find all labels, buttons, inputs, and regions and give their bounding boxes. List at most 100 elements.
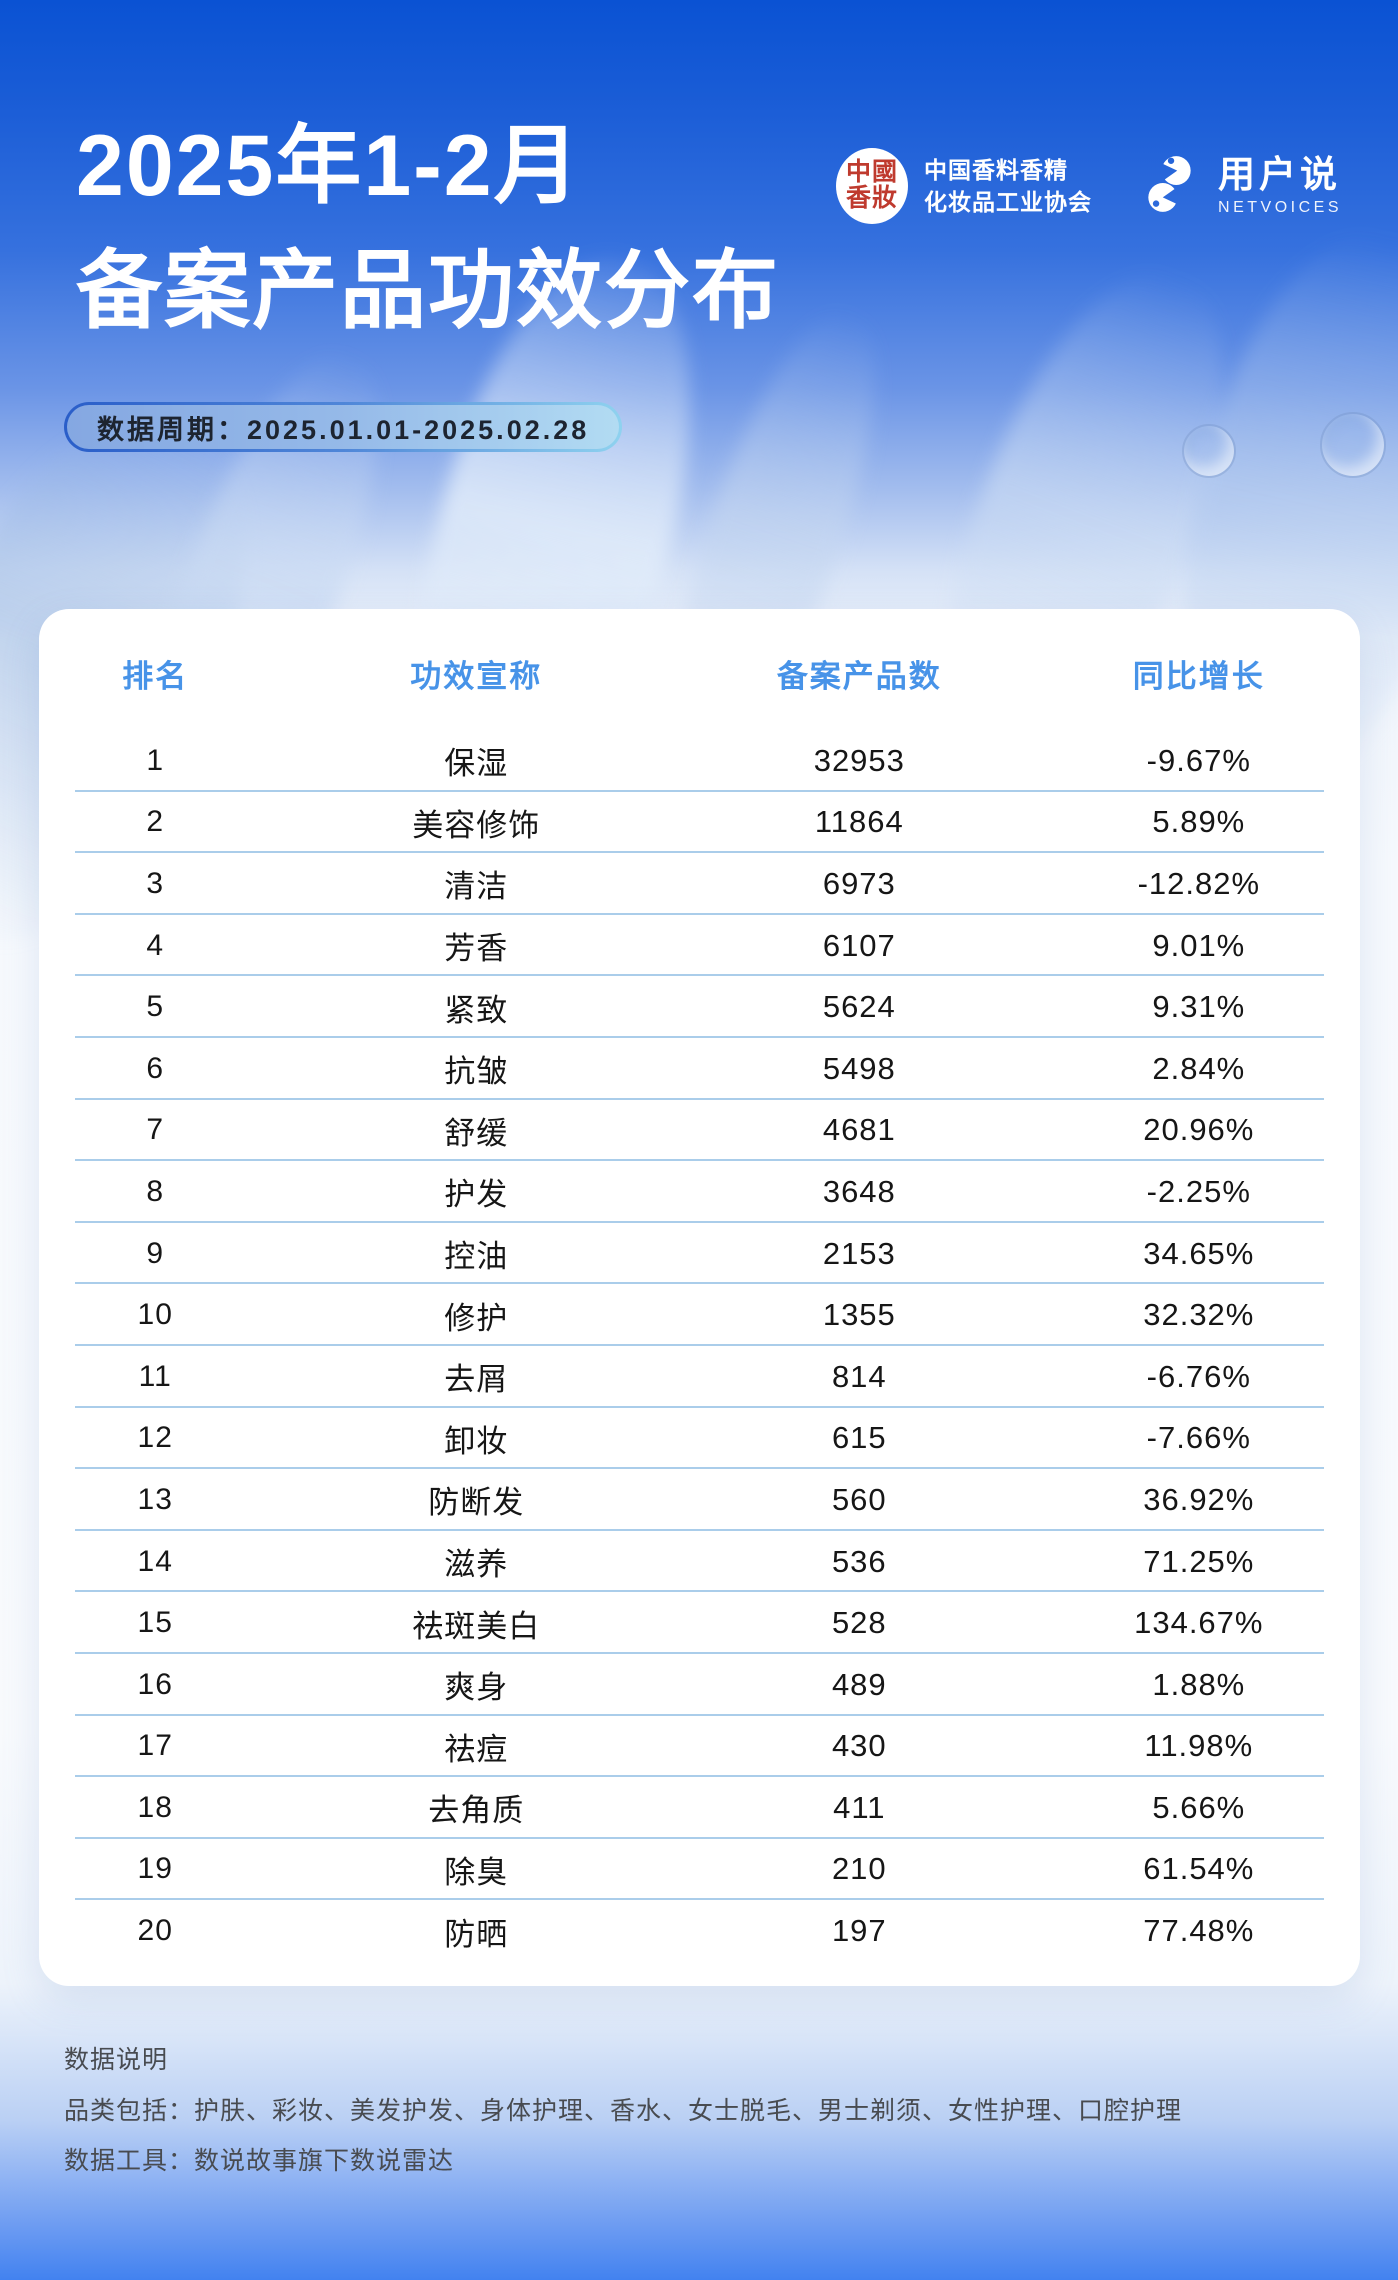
table-row: 7 舒缓 4681 20.96% bbox=[39, 1100, 1360, 1162]
cell-growth: 77.48% bbox=[1143, 1913, 1255, 1949]
cell-growth: 2.84% bbox=[1152, 1050, 1246, 1086]
footer-notes: 数据说明 品类包括：护肤、彩妆、美发护发、身体护理、香水、女士脱毛、男士剃须、女… bbox=[64, 2044, 1334, 2196]
column-header: 同比增长 bbox=[1132, 659, 1265, 694]
cell-count: 536 bbox=[831, 1543, 887, 1579]
cell-count: 6107 bbox=[822, 927, 896, 963]
cell-count: 430 bbox=[831, 1728, 887, 1764]
cell-growth: 9.01% bbox=[1152, 927, 1246, 963]
cell-growth: -2.25% bbox=[1146, 1173, 1251, 1209]
netvoices-logo: 用户说 NETVOICES bbox=[1138, 152, 1342, 221]
table-row: 18 去角质 411 5.66% bbox=[39, 1777, 1360, 1839]
cell-claim: 除臭 bbox=[444, 1854, 509, 1890]
netvoices-name-en: NETVOICES bbox=[1218, 199, 1342, 217]
cell-count: 615 bbox=[831, 1420, 887, 1456]
cell-rank: 19 bbox=[137, 1852, 173, 1886]
caffci-name-line1: 中国香料香精 bbox=[924, 156, 1069, 183]
table-row: 17 祛痘 430 11.98% bbox=[39, 1716, 1360, 1778]
cell-growth: -9.67% bbox=[1146, 742, 1251, 778]
table-row: 20 防晒 197 77.48% bbox=[39, 1900, 1360, 1962]
ranking-table-card: 排名 功效宣称 备案产品数 同比增长 1 保湿 32953 -9.67% 2 美容修饰 11864… bbox=[39, 609, 1360, 1986]
cell-claim: 紧致 bbox=[444, 992, 509, 1028]
cell-claim: 芳香 bbox=[444, 931, 509, 967]
cell-rank: 4 bbox=[146, 928, 165, 962]
cell-count: 197 bbox=[831, 1913, 887, 1949]
table-row: 10 修护 1355 32.32% bbox=[39, 1284, 1360, 1346]
table-row: 15 祛斑美白 528 134.67% bbox=[39, 1592, 1360, 1654]
cell-growth: -6.76% bbox=[1146, 1358, 1251, 1394]
cell-growth: 32.32% bbox=[1143, 1297, 1255, 1333]
footer-categories: 品类包括：护肤、彩妆、美发护发、身体护理、香水、女士脱毛、男士剃须、女性护理、口… bbox=[64, 2096, 1183, 2125]
cell-claim: 去角质 bbox=[428, 1793, 525, 1829]
cell-claim: 去屑 bbox=[444, 1362, 509, 1398]
cell-rank: 16 bbox=[137, 1667, 173, 1701]
table-row: 5 紧致 5624 9.31% bbox=[39, 976, 1360, 1038]
table-row: 11 去屑 814 -6.76% bbox=[39, 1346, 1360, 1408]
cell-count: 5498 bbox=[822, 1050, 896, 1086]
cell-growth: 5.66% bbox=[1152, 1789, 1246, 1825]
cell-rank: 17 bbox=[137, 1729, 173, 1763]
cell-rank: 18 bbox=[137, 1790, 173, 1824]
page-title-line1: 2025年1-2月 bbox=[76, 118, 582, 214]
table-row: 9 控油 2153 34.65% bbox=[39, 1223, 1360, 1285]
cell-rank: 9 bbox=[146, 1236, 165, 1270]
cell-growth: 5.89% bbox=[1152, 804, 1246, 840]
bubble-decoration bbox=[1182, 424, 1236, 478]
table-row: 6 抗皱 5498 2.84% bbox=[39, 1038, 1360, 1100]
table-row: 2 美容修饰 11864 5.89% bbox=[39, 792, 1360, 854]
cell-rank: 14 bbox=[137, 1544, 173, 1578]
cell-count: 2153 bbox=[822, 1235, 896, 1271]
cell-rank: 12 bbox=[137, 1421, 173, 1455]
table-row: 4 芳香 6107 9.01% bbox=[39, 915, 1360, 977]
table-row: 14 滋养 536 71.25% bbox=[39, 1531, 1360, 1593]
cell-claim: 抗皱 bbox=[444, 1054, 509, 1090]
cell-count: 814 bbox=[831, 1358, 887, 1394]
caffci-name: 中国香料香精 化妆品工业协会 bbox=[924, 154, 1092, 218]
cell-growth: 9.31% bbox=[1152, 989, 1246, 1025]
cell-claim: 祛痘 bbox=[444, 1731, 509, 1767]
cell-rank: 8 bbox=[146, 1174, 165, 1208]
caffci-seal-icon: 中國 香妝 bbox=[836, 148, 909, 224]
cell-rank: 2 bbox=[146, 805, 165, 839]
cell-rank: 7 bbox=[146, 1113, 165, 1147]
footer-heading: 数据说明 bbox=[64, 2046, 169, 2074]
cell-growth: 11.98% bbox=[1144, 1728, 1254, 1764]
cell-claim: 舒缓 bbox=[444, 1115, 509, 1151]
cell-count: 1355 bbox=[822, 1297, 896, 1333]
cell-count: 560 bbox=[831, 1481, 887, 1517]
cell-claim: 清洁 bbox=[444, 869, 509, 905]
cell-growth: -12.82% bbox=[1137, 865, 1261, 901]
cell-count: 11864 bbox=[814, 804, 904, 840]
caffci-logo: 中國 香妝 中国香料香精 化妆品工业协会 bbox=[836, 148, 1092, 224]
cell-growth: 1.88% bbox=[1152, 1666, 1246, 1702]
column-header: 备案产品数 bbox=[776, 659, 942, 694]
cell-rank: 11 bbox=[138, 1359, 172, 1393]
cell-growth: 134.67% bbox=[1134, 1605, 1264, 1641]
cell-rank: 5 bbox=[146, 990, 165, 1024]
logo-group: 中國 香妝 中国香料香精 化妆品工业协会 bbox=[836, 148, 1342, 224]
cell-claim: 卸妆 bbox=[444, 1423, 509, 1459]
cell-claim: 美容修饰 bbox=[412, 807, 541, 843]
cell-rank: 13 bbox=[137, 1482, 173, 1516]
cell-count: 5624 bbox=[822, 989, 896, 1025]
cell-count: 210 bbox=[831, 1851, 887, 1887]
cell-claim: 护发 bbox=[444, 1177, 509, 1213]
page-title: 2025年1-2月 备案产品功效分布 bbox=[76, 104, 780, 354]
seal-text-bottom: 香妝 bbox=[846, 185, 899, 212]
table-row: 12 卸妆 615 -7.66% bbox=[39, 1408, 1360, 1470]
cell-growth: 71.25% bbox=[1143, 1543, 1255, 1579]
bubble-decoration bbox=[1320, 412, 1386, 478]
footer-tool: 数据工具：数说故事旗下数说雷达 bbox=[64, 2147, 455, 2175]
column-header: 功效宣称 bbox=[410, 659, 543, 694]
page-title-line2: 备案产品功效分布 bbox=[76, 243, 780, 339]
cell-claim: 控油 bbox=[444, 1239, 509, 1275]
cell-growth: -7.66% bbox=[1146, 1420, 1251, 1456]
cell-growth: 36.92% bbox=[1143, 1481, 1255, 1517]
table-row: 1 保湿 32953 -9.67% bbox=[39, 730, 1360, 792]
cell-count: 3648 bbox=[822, 1173, 896, 1209]
cell-count: 4681 bbox=[822, 1112, 896, 1148]
cell-count: 32953 bbox=[813, 742, 905, 778]
cell-claim: 爽身 bbox=[444, 1670, 509, 1706]
cell-claim: 防断发 bbox=[428, 1485, 525, 1521]
netvoices-fish-icon bbox=[1138, 152, 1202, 221]
